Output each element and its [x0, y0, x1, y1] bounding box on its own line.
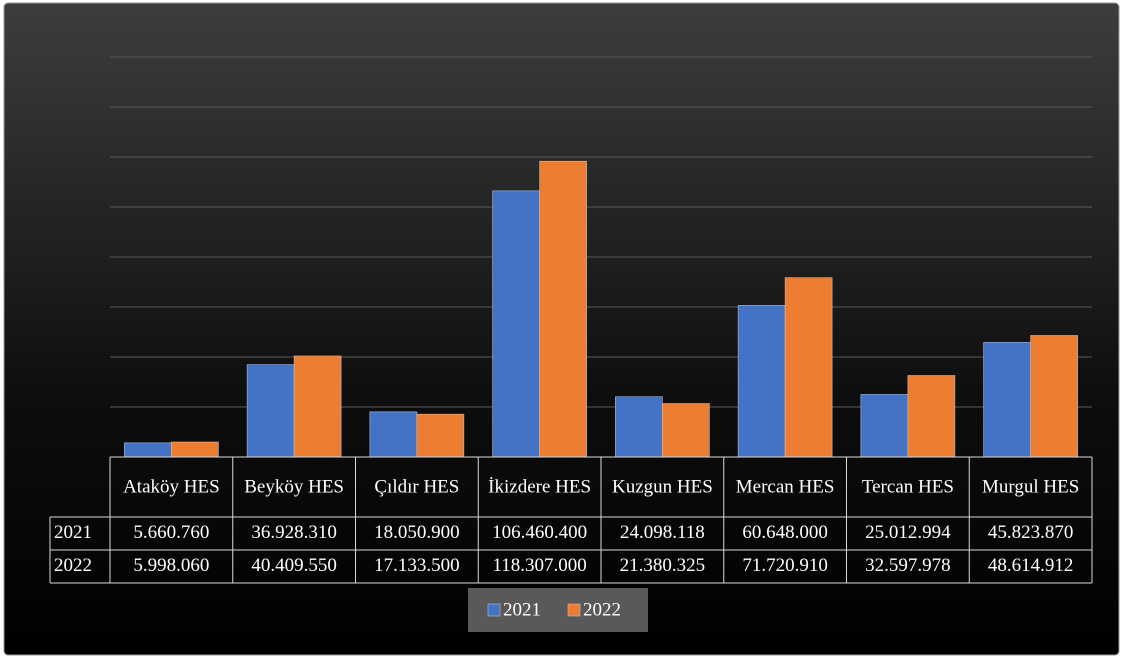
data-label: 106.460.400 — [492, 522, 587, 543]
data-label: 40.409.550 — [251, 555, 337, 576]
bar — [860, 394, 909, 458]
category-label: Kuzgun HES — [612, 476, 713, 497]
legend-swatch — [567, 603, 581, 617]
category-label: Ataköy HES — [123, 476, 220, 497]
bar — [416, 413, 465, 458]
bar — [124, 442, 172, 458]
data-label: 21.380.325 — [620, 555, 706, 576]
bar — [1030, 335, 1078, 458]
data-label: 45.823.870 — [988, 522, 1074, 543]
bar — [784, 277, 833, 458]
bar — [907, 375, 956, 458]
data-label: 48.614.912 — [988, 555, 1074, 576]
category-label: Murgul HES — [982, 476, 1079, 497]
data-label: 17.133.500 — [374, 555, 460, 576]
data-label: 32.597.978 — [865, 555, 951, 576]
bar — [615, 396, 663, 458]
row-label: 2021 — [54, 522, 92, 543]
data-label: 5.998.060 — [133, 555, 209, 576]
data-label: 60.648.000 — [742, 522, 828, 543]
bar — [983, 342, 1031, 458]
bar — [171, 441, 219, 458]
data-label: 36.928.310 — [251, 522, 337, 543]
bar — [539, 160, 587, 458]
data-label: 25.012.994 — [865, 522, 951, 543]
bar — [662, 403, 710, 458]
category-label: Çıldır HES — [374, 476, 459, 497]
legend-label: 2021 — [503, 599, 541, 620]
bar — [246, 364, 295, 458]
bar — [737, 305, 786, 458]
data-label: 118.307.000 — [492, 555, 586, 576]
data-label: 24.098.118 — [620, 522, 705, 543]
row-label: 2022 — [54, 555, 92, 576]
legend-label: 2022 — [583, 599, 621, 620]
category-label: Beyköy HES — [244, 476, 344, 497]
category-label: Tercan HES — [862, 476, 954, 497]
data-label: 5.660.760 — [133, 522, 209, 543]
bar — [492, 190, 540, 458]
legend-swatch — [487, 603, 501, 617]
category-label: İkizdere HES — [488, 476, 591, 497]
bar — [293, 355, 342, 458]
data-label: 18.050.900 — [374, 522, 460, 543]
category-label: Mercan HES — [736, 476, 835, 497]
data-label: 71.720.910 — [742, 555, 828, 576]
bar — [369, 411, 418, 458]
